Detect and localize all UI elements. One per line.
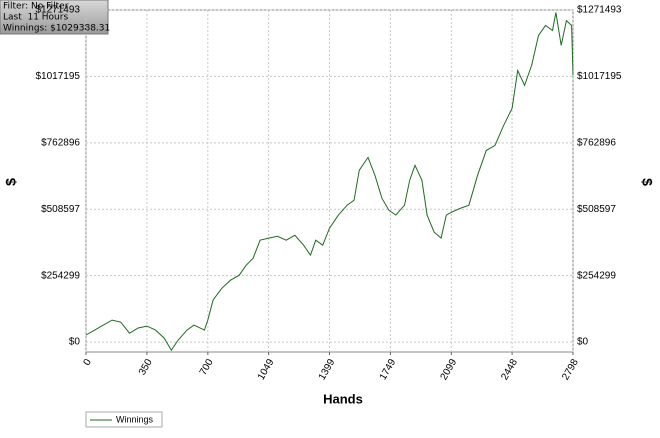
plot-frame xyxy=(85,9,574,353)
y-tick-label-right: $1017195 xyxy=(577,71,622,82)
info-line: Winnings: $1029388.31 xyxy=(3,24,110,34)
y-tick-label-right: $762896 xyxy=(577,137,616,148)
y-tick-label-right: $508597 xyxy=(577,204,616,215)
series-line xyxy=(85,12,574,352)
y-tick-label: $508597 xyxy=(41,204,80,215)
legend: Winnings xyxy=(85,411,163,428)
x-tick-label: 2798 xyxy=(560,357,581,382)
info-line: Last 11 Hours xyxy=(3,13,68,23)
y-tick-label: $254299 xyxy=(41,270,80,281)
x-tick-label: 1749 xyxy=(378,357,399,382)
x-tick-label: 0 xyxy=(82,357,95,368)
x-tick-label: 700 xyxy=(198,357,216,377)
y-tick-label-right: $0 xyxy=(577,337,589,348)
x-tick-label: 2448 xyxy=(499,357,520,382)
y-tick-label-right: $254299 xyxy=(577,270,616,281)
x-tick-label: 1399 xyxy=(317,357,338,382)
y-tick-label: $762896 xyxy=(41,137,80,148)
info-box: Filter: No Filter Last 11 Hours Winnings… xyxy=(0,0,110,35)
x-tick-label: 1049 xyxy=(256,357,277,382)
legend-box xyxy=(85,411,163,428)
info-box-bg xyxy=(0,0,109,35)
legend-label: Winnings xyxy=(116,414,154,424)
y-tick-label: $1017195 xyxy=(36,71,81,82)
x-tick-label: 350 xyxy=(137,357,155,377)
y-tick-label: $1271493 xyxy=(36,5,81,16)
y-tick-label-right: $1271493 xyxy=(577,5,622,16)
info-line: Filter: No Filter xyxy=(3,2,69,12)
x-axis-label: Hands xyxy=(323,391,363,406)
x-tick-label: 2099 xyxy=(439,357,460,382)
y-axis-label-right: $ xyxy=(639,178,655,186)
y-tick-label: $0 xyxy=(69,337,81,348)
y-axis-label: $ xyxy=(3,178,19,186)
